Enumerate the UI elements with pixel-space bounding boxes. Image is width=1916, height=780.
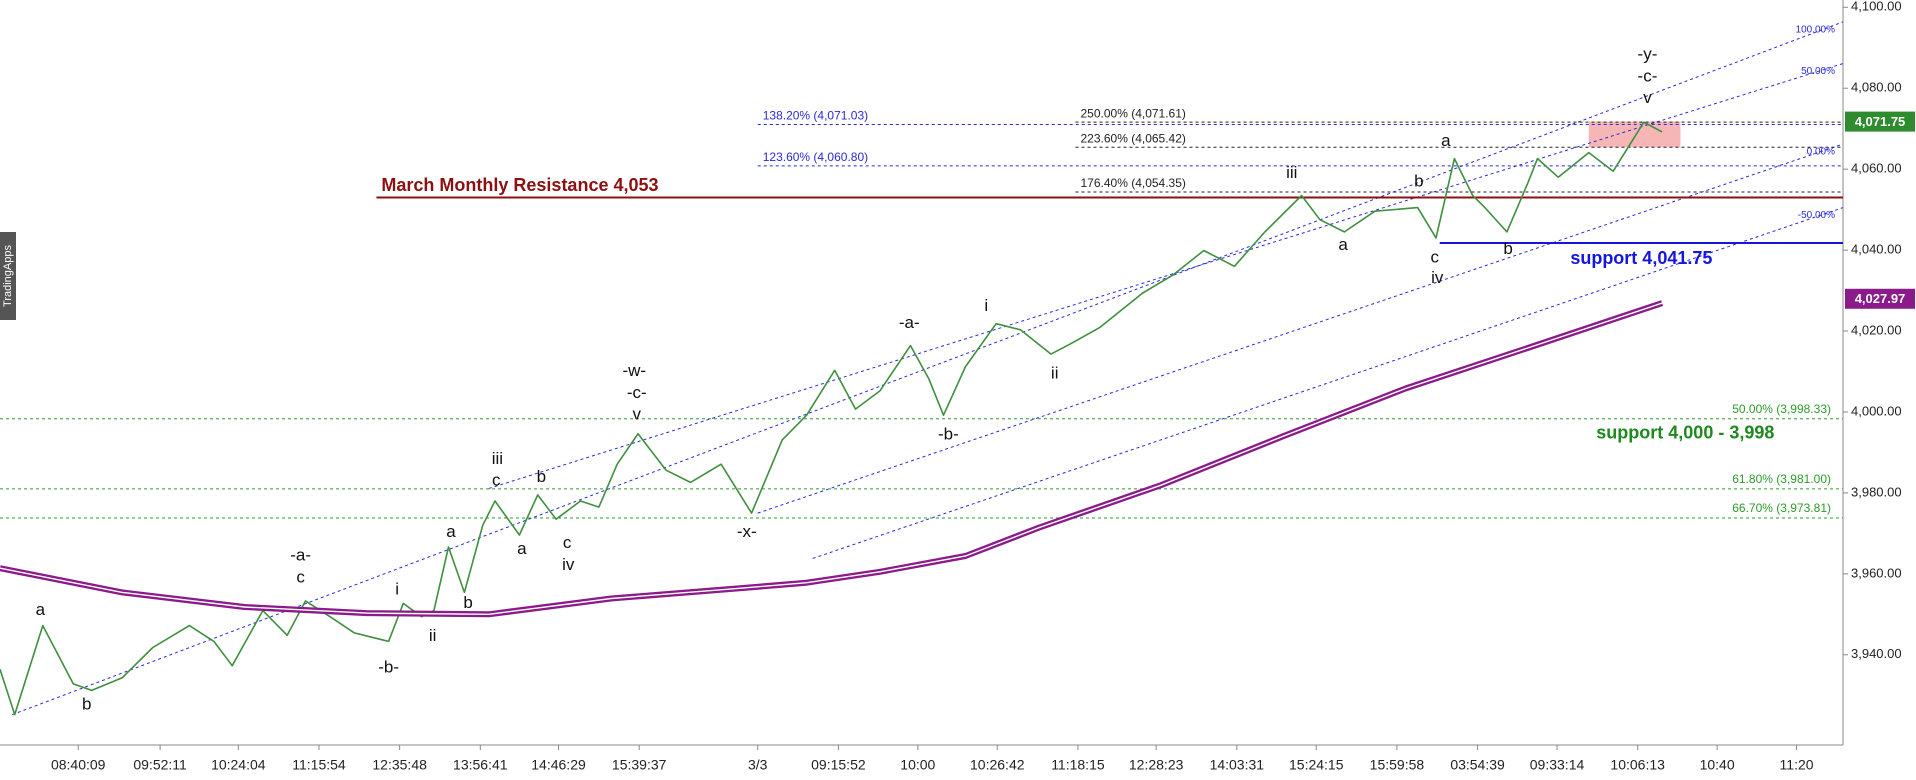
x-tick-label: 10:00 xyxy=(900,757,935,773)
x-tick-label: 12:28:23 xyxy=(1129,757,1184,773)
wave-label: a xyxy=(517,539,527,558)
last-value-box xyxy=(1845,111,1915,132)
wave-label: b xyxy=(82,694,91,713)
x-tick-label: 11:15:54 xyxy=(292,757,346,773)
wave-label: -c- xyxy=(1638,66,1658,85)
wave-label: ii xyxy=(429,626,437,645)
wave-label: b xyxy=(463,593,472,612)
level-label: 250.00% (4,071.61) xyxy=(1080,106,1185,120)
wave-label: v xyxy=(1643,88,1652,107)
channel-line xyxy=(12,21,1844,716)
x-tick-label: 11:18:15 xyxy=(1051,757,1105,773)
wave-label: c xyxy=(563,533,572,552)
wave-label: -y- xyxy=(1638,45,1658,64)
wave-label: -c- xyxy=(627,383,647,402)
x-tick-label: 08:40:09 xyxy=(51,757,106,773)
y-tick-label: 4,040.00 xyxy=(1851,242,1902,257)
level-label: 223.60% (4,065.42) xyxy=(1080,131,1185,145)
wave-label: a xyxy=(1441,131,1451,150)
x-tick-label: 15:24:15 xyxy=(1289,757,1344,773)
level-label: 50.00% (3,998.33) xyxy=(1732,402,1831,416)
wave-label: -b- xyxy=(378,658,399,677)
y-tick-label: 4,020.00 xyxy=(1851,322,1902,337)
wave-label: -b- xyxy=(938,425,959,444)
x-tick-label: 14:03:31 xyxy=(1210,757,1265,773)
target-zone xyxy=(1588,121,1681,148)
level-label: March Monthly Resistance 4,053 xyxy=(381,175,658,195)
channel-line xyxy=(757,143,1844,514)
watermark: TradingApps xyxy=(2,245,14,307)
channel-label: 50.00% xyxy=(1801,66,1835,77)
wave-label: c xyxy=(296,567,305,586)
x-tick-label: 10:40 xyxy=(1700,757,1735,773)
wave-label: a xyxy=(446,522,456,541)
y-tick-label: 4,080.00 xyxy=(1851,80,1902,95)
channel-line xyxy=(488,63,1844,489)
wave-label: b xyxy=(537,467,546,486)
wave-label: c xyxy=(1431,247,1440,266)
wave-label: a xyxy=(1338,235,1348,254)
y-tick-label: 3,940.00 xyxy=(1851,646,1902,661)
wave-label: i xyxy=(395,579,399,598)
y-tick-label: 3,960.00 xyxy=(1851,565,1902,580)
wave-label: b xyxy=(1503,239,1512,258)
wave-label: -w- xyxy=(622,361,646,380)
level-label: 61.80% (3,981.00) xyxy=(1732,472,1831,486)
wave-label: iv xyxy=(562,555,575,574)
x-tick-label: 10:24:04 xyxy=(211,757,266,773)
x-tick-label: 3/3 xyxy=(748,757,768,773)
level-label: 123.60% (4,060.80) xyxy=(763,150,868,164)
last-value-label: 4,027.97 xyxy=(1855,291,1906,306)
price-line xyxy=(0,121,1663,716)
wave-label: iii xyxy=(492,449,503,468)
x-tick-label: 10:26:42 xyxy=(970,757,1025,773)
level-label: support 4,041.75 xyxy=(1570,248,1712,268)
last-value-label: 4,071.75 xyxy=(1855,114,1906,129)
last-value-box xyxy=(1845,288,1915,309)
x-tick-label: 10:06:13 xyxy=(1610,757,1665,773)
wave-label: ii xyxy=(1051,363,1059,382)
x-tick-label: 09:52:11 xyxy=(133,757,187,773)
watermark-tab xyxy=(0,232,16,320)
y-tick-label: 4,100.00 xyxy=(1851,0,1902,14)
x-tick-label: 09:15:52 xyxy=(811,757,866,773)
y-tick-label: 4,000.00 xyxy=(1851,403,1902,418)
x-tick-label: 11:20 xyxy=(1780,757,1814,773)
wave-label: i xyxy=(984,296,988,315)
level-label: 176.40% (4,054.35) xyxy=(1080,176,1185,190)
level-label: 138.20% (4,071.03) xyxy=(763,109,868,123)
x-tick-label: 15:39:37 xyxy=(612,757,667,773)
channel-label: 0.00% xyxy=(1807,147,1835,158)
wave-label: b xyxy=(1414,172,1423,191)
channel-line xyxy=(812,207,1844,559)
channel-label: 100.00% xyxy=(1796,24,1836,35)
y-tick-label: 3,980.00 xyxy=(1851,484,1902,499)
wave-label: c xyxy=(492,471,501,490)
wave-label: iv xyxy=(1431,268,1444,287)
x-tick-label: 03:54:39 xyxy=(1450,757,1505,773)
x-tick-label: 15:59:58 xyxy=(1370,757,1425,773)
channel-label: -50.00% xyxy=(1798,210,1835,221)
moving-average-core xyxy=(0,302,1663,616)
wave-label: -a- xyxy=(290,546,311,565)
x-tick-label: 09:33:14 xyxy=(1530,757,1585,773)
x-tick-label: 12:35:48 xyxy=(372,757,427,773)
wave-label: iii xyxy=(1286,163,1297,182)
wave-label: a xyxy=(36,600,46,619)
x-tick-label: 14:46:29 xyxy=(531,757,586,773)
note: support 4,000 - 3,998 xyxy=(1596,423,1774,443)
x-tick-label: 13:56:41 xyxy=(453,757,508,773)
y-tick-label: 4,060.00 xyxy=(1851,161,1902,176)
level-label: 66.70% (3,973.81) xyxy=(1732,501,1831,515)
wave-label: -x- xyxy=(737,522,757,541)
wave-label: -a- xyxy=(899,313,920,332)
wave-label: v xyxy=(632,405,641,424)
